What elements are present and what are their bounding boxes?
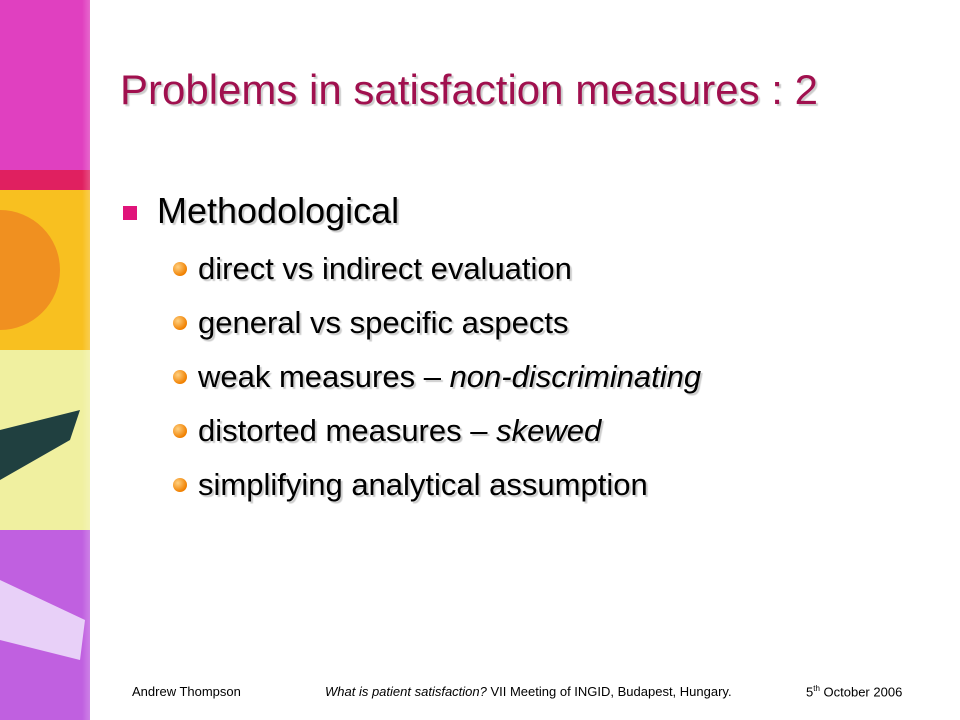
footer-author: Andrew Thompson	[132, 684, 241, 699]
sub-bullet-emphasis: non-discriminating	[449, 359, 702, 394]
sub-bullet-text: direct vs indirect evaluation	[198, 251, 572, 286]
date-rest: October 2006	[819, 684, 903, 700]
sub-bullet: weak measures – non-discriminating	[172, 359, 702, 395]
sub-bullet: direct vs indirect evaluation	[173, 251, 572, 287]
footer-event-text: VII Meeting of INGID, Budapest, Hungary.	[486, 684, 732, 699]
sub-bullet-text: distorted measures –	[198, 413, 497, 448]
date-day: 5	[806, 684, 814, 700]
bullet: Methodological	[122, 190, 400, 231]
sub-bullet: general vs specific aspects	[172, 305, 569, 341]
sub-bullet: distorted measures – skewed	[172, 413, 602, 449]
footer-talk-title: What is patient satisfaction?	[325, 684, 487, 699]
sub-bullet: simplifying analytical assumption	[173, 467, 648, 503]
sub-bullet-text: simplifying analytical assumption	[198, 467, 648, 502]
slide-title: Problems in satisfaction measures : 2	[120, 66, 818, 113]
date-suffix: th	[813, 684, 820, 693]
sub-bullet-emphasis: skewed	[496, 413, 602, 448]
sub-bullet-text: general vs specific aspects	[198, 305, 569, 340]
footer-date: 5th October 2006	[806, 684, 902, 699]
decorative-strip	[0, 0, 120, 720]
sub-bullet-text: weak measures –	[198, 359, 450, 394]
footer-event: What is patient satisfaction? VII Meetin…	[325, 684, 732, 699]
